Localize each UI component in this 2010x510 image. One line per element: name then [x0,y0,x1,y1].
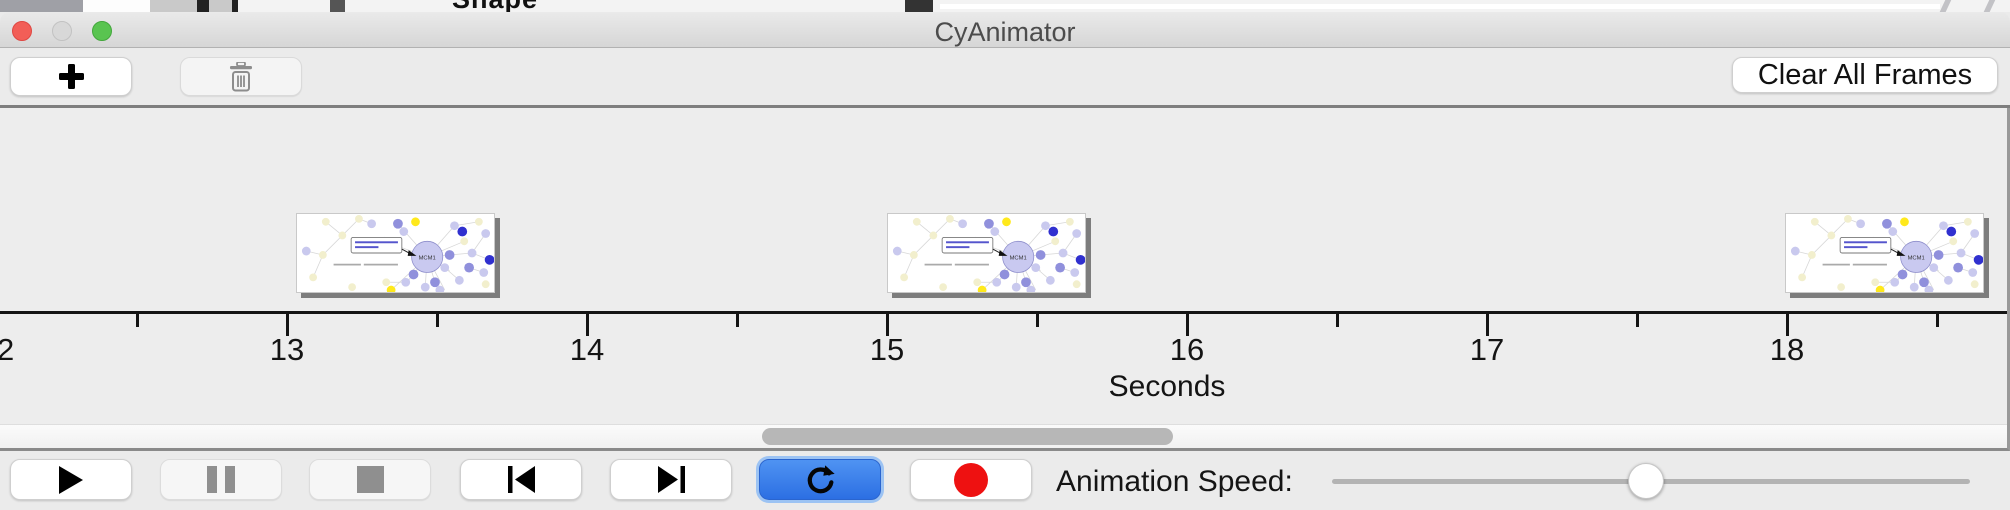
plus-icon [58,64,84,89]
skip-to-start-button[interactable] [460,459,582,500]
axis-minor-tick [736,314,739,327]
tooltip-box [1839,236,1892,254]
background-fragment [905,0,933,12]
frame-thumbnail[interactable]: MCM1 [1785,213,1984,293]
axis-major-tick [1486,314,1489,336]
central-node-label: MCM1 [1010,255,1027,261]
play-button[interactable] [10,459,132,500]
axis-tick-label: 17 [1469,332,1505,367]
central-node-label: MCM1 [419,255,436,261]
scrollbar-thumb[interactable] [762,428,1173,445]
speed-slider-thumb[interactable] [1628,463,1664,499]
animation-speed-label: Animation Speed: [1056,465,1293,498]
axis-unit-label: Seconds [1108,370,1226,403]
skip-to-start-icon [507,466,535,493]
axis-major-tick [1786,314,1789,336]
background-fragment [1938,0,1952,12]
background-window-text: Shape [452,0,538,12]
pause-icon [207,466,217,493]
background-fragment [83,0,150,12]
frame-toolbar: Clear All Frames [0,48,2010,108]
record-icon [954,462,988,497]
loop-icon [807,464,835,493]
skip-to-end-icon [657,466,685,493]
frame-thumbnail[interactable]: MCM1 [887,213,1086,293]
arrow-icon [1896,250,1906,256]
arrow-icon [998,250,1008,256]
axis-major-tick [286,314,289,336]
stop-button[interactable] [309,459,431,500]
central-node-label: MCM1 [1908,255,1925,261]
axis-minor-tick [436,314,439,327]
background-fragment [150,0,197,12]
axis-minor-tick [1036,314,1039,327]
background-fragment [197,0,209,12]
axis-tick-label: 18 [1769,332,1805,367]
titlebar: CyAnimator [0,12,2010,48]
axis-major-tick [886,314,889,336]
frame-thumbnail[interactable]: MCM1 [296,213,495,293]
delete-frame-button[interactable] [180,57,302,96]
axis-minor-tick [136,314,139,327]
minimize-button[interactable] [52,21,72,41]
central-node [1900,240,1933,273]
trash-icon [230,61,252,91]
central-node [1002,240,1035,273]
window-title: CyAnimator [934,17,1076,47]
network-graph-thumbnail: MCM1 [1790,214,1983,292]
time-axis [0,311,2007,314]
background-fragment [940,4,1940,9]
network-graph-thumbnail: MCM1 [892,214,1085,292]
axis-minor-tick [1336,314,1339,327]
axis-major-tick [1186,314,1189,336]
add-frame-button[interactable] [10,57,132,96]
axis-minor-tick [1936,314,1939,327]
zoom-button[interactable] [92,21,112,41]
axis-tick-label: 16 [1169,332,1205,367]
close-button[interactable] [12,21,32,41]
background-fragment [0,0,83,12]
central-node [411,240,444,273]
tooltip-box [941,236,994,254]
pause-icon [225,466,235,493]
clear-all-frames-button[interactable]: Clear All Frames [1732,57,1998,93]
skip-to-end-button[interactable] [610,459,732,500]
arrow-icon [407,250,417,256]
background-window-sliver: Shape [0,0,2010,12]
play-icon [59,465,83,494]
background-fragment [1982,0,1996,12]
network-graph-thumbnail: MCM1 [301,214,494,292]
timeline-panel[interactable]: MCM1 [0,108,2010,451]
axis-minor-tick [1636,314,1639,327]
background-fragment [209,0,232,12]
axis-tick-label-partial: 2 [0,332,15,367]
pause-button[interactable] [160,459,282,500]
tooltip-box [350,236,403,254]
axis-tick-label: 14 [569,332,605,367]
loop-button[interactable] [759,459,881,500]
record-button[interactable] [910,459,1032,500]
axis-tick-label: 15 [869,332,905,367]
background-fragment [330,0,345,12]
axis-major-tick [586,314,589,336]
stop-icon [356,466,384,493]
playback-bar: Animation Speed: [0,451,2010,510]
axis-tick-label: 13 [269,332,305,367]
background-fragment [232,0,238,12]
timeline-scrollbar[interactable] [0,424,2007,448]
